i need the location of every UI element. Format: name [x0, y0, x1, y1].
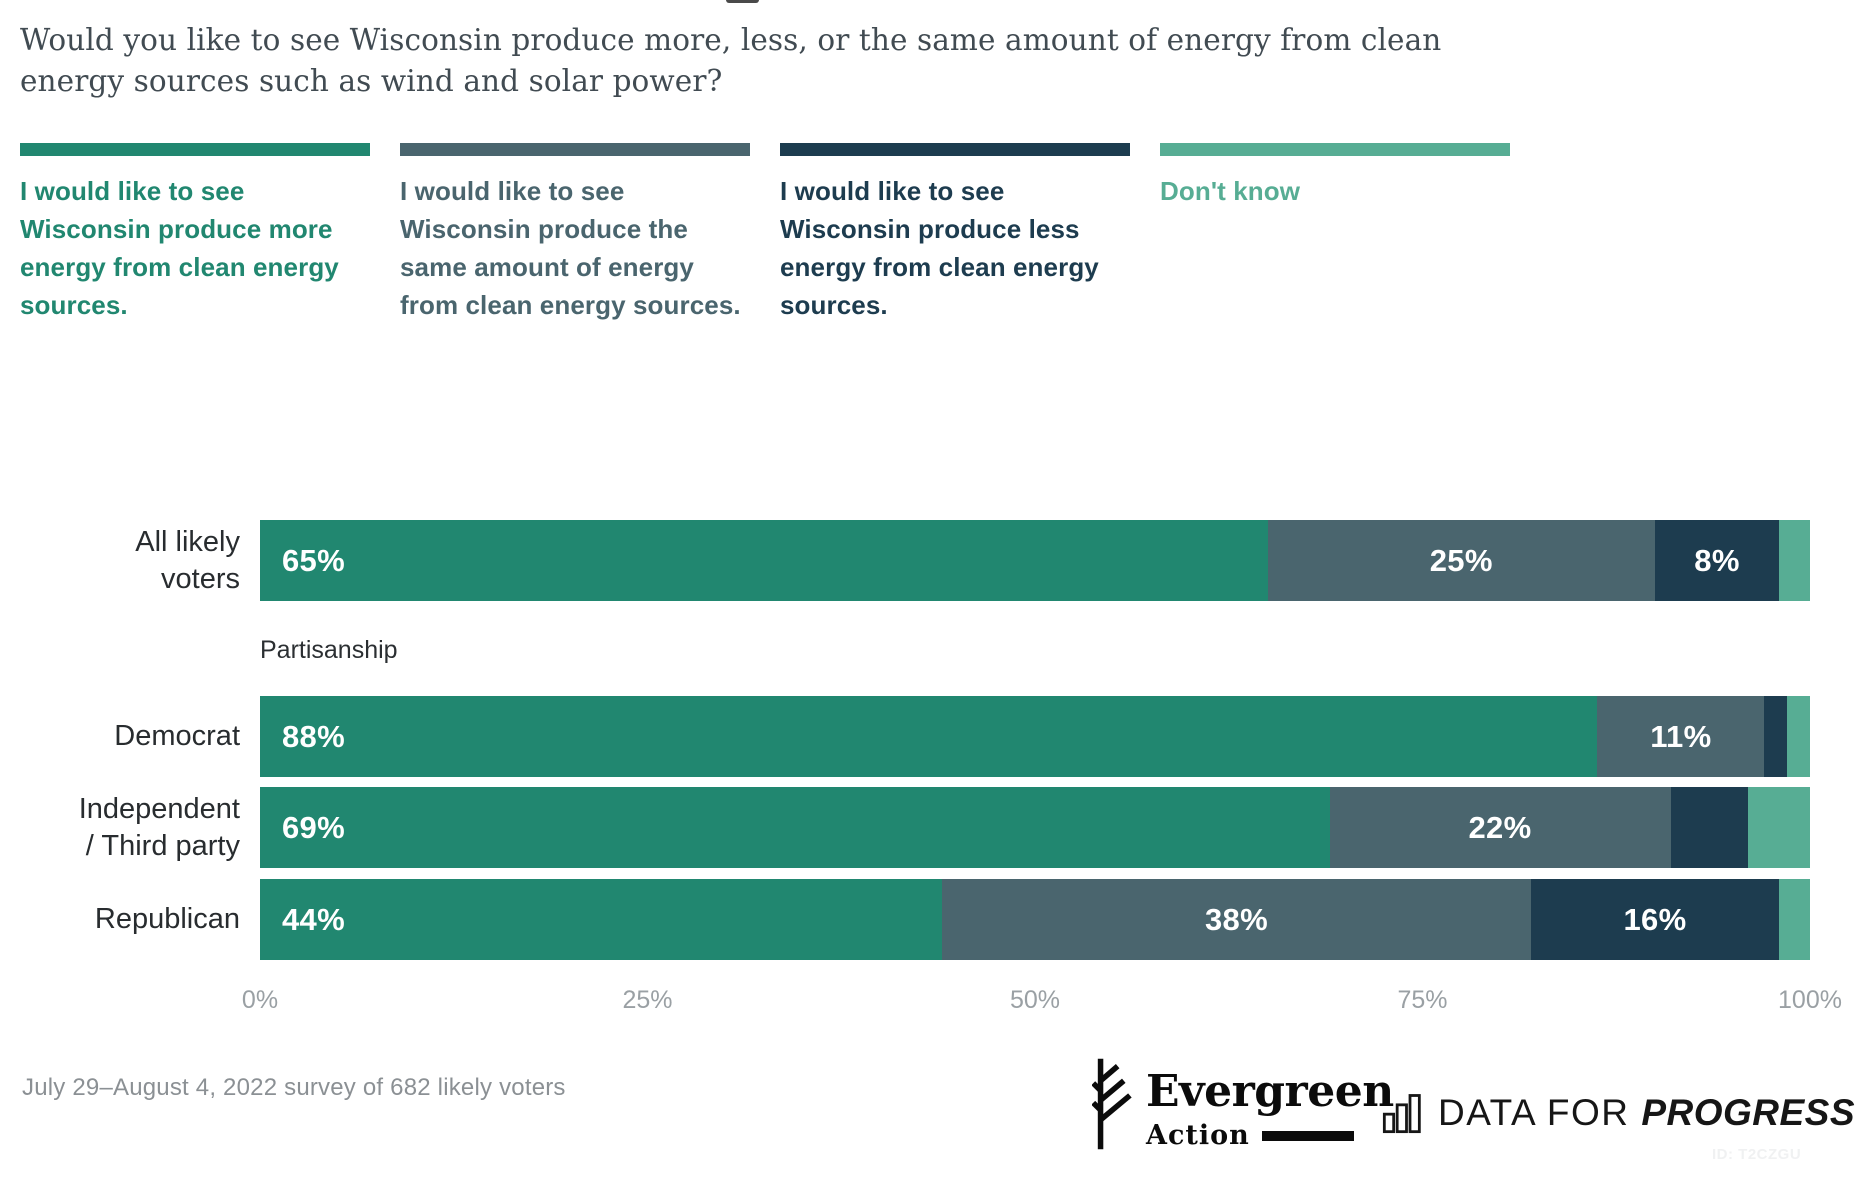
- bar-segment-more: 65%: [260, 520, 1268, 601]
- evergreen-action-logo: Evergreen Action: [1092, 1056, 1394, 1152]
- row-label-line: Democrat: [114, 720, 240, 752]
- bar-segment-dont-know: [1787, 696, 1810, 777]
- dfp-light-text: DATA FOR: [1438, 1092, 1630, 1133]
- stacked-bar-independent: 69% 22%: [260, 787, 1810, 868]
- bar-segment-same: 38%: [942, 879, 1531, 960]
- segment-value: 88%: [282, 718, 345, 754]
- axis-tick-50: 50%: [1009, 986, 1061, 1014]
- segment-value: 44%: [282, 901, 345, 937]
- bar-segment-dont-know: [1748, 787, 1810, 868]
- data-for-progress-logo: DATA FOR PROGRESS: [1382, 1092, 1855, 1134]
- segment-value: 65%: [282, 542, 345, 578]
- stacked-bar-all-likely-voters: 65% 25% 8%: [260, 520, 1810, 601]
- chart-row-democrat: Democrat 88% 11%: [0, 696, 1870, 777]
- chart-id: ID: T2CZGU: [1712, 1146, 1802, 1163]
- evergreen-tree-icon: [1092, 1058, 1132, 1150]
- legend-item-produce-less: I would like to see Wisconsin produce le…: [780, 143, 1130, 324]
- legend-swatch-produce-more: [20, 143, 370, 156]
- chart-row-republican: Republican 44% 38% 16%: [0, 879, 1870, 960]
- axis-tick-75: 75%: [1397, 986, 1448, 1014]
- legend-swatch-produce-same: [400, 143, 750, 156]
- bar-segment-less: [1670, 787, 1748, 868]
- legend-label-produce-more: I would like to see Wisconsin produce mo…: [20, 176, 339, 320]
- legend-item-produce-same: I would like to see Wisconsin produce th…: [400, 143, 750, 324]
- legend-item-dont-know: Don't know: [1160, 143, 1510, 324]
- row-label-independent: Independent / Third party: [0, 787, 240, 868]
- chart-row-independent: Independent / Third party 69% 22%: [0, 787, 1870, 868]
- row-label-line: voters: [161, 562, 240, 595]
- row-label-line: All likely: [135, 525, 240, 558]
- segment-value: 22%: [1468, 809, 1532, 845]
- legend-item-produce-more: I would like to see Wisconsin produce mo…: [20, 143, 370, 324]
- axis-tick-0: 0%: [241, 986, 279, 1014]
- legend: I would like to see Wisconsin produce mo…: [20, 143, 1510, 324]
- x-axis: 0% 25% 50% 75% 100%: [242, 986, 1842, 1016]
- bar-segment-dont-know: [1779, 520, 1810, 601]
- axis-tick-100: 100%: [1778, 986, 1842, 1014]
- chart-row-all-likely-voters: All likely voters 65% 25% 8%: [0, 520, 1870, 601]
- bar-segment-less: 16%: [1531, 879, 1779, 960]
- cropped-headline-fragment: [726, 0, 759, 3]
- bar-segment-dont-know: [1779, 879, 1810, 960]
- survey-note: July 29–August 4, 2022 survey of 682 lik…: [22, 1074, 566, 1101]
- bar-segment-less: 8%: [1655, 520, 1779, 601]
- bar-segment-more: 69%: [260, 787, 1330, 868]
- row-label-line: Republican: [94, 903, 240, 935]
- row-label-democrat: Democrat: [0, 696, 240, 777]
- bar-segment-same: 22%: [1329, 787, 1671, 868]
- bar-segment-more: 88%: [260, 696, 1598, 777]
- segment-value: 8%: [1694, 542, 1740, 578]
- bar-segment-less: [1764, 696, 1788, 777]
- survey-question: Would you like to see Wisconsin produce …: [20, 23, 1442, 98]
- legend-swatch-produce-less: [780, 143, 1130, 156]
- evergreen-wordmark: Evergreen Action: [1146, 1056, 1394, 1152]
- evergreen-sub: Action: [1146, 1120, 1250, 1151]
- segment-value: 69%: [282, 809, 345, 845]
- segment-value: 25%: [1429, 542, 1493, 578]
- stacked-bar-republican: 44% 38% 16%: [260, 879, 1810, 960]
- legend-swatch-dont-know: [1160, 143, 1510, 156]
- row-label-line: Independent: [78, 792, 240, 825]
- dfp-bold-text: PROGRESS: [1641, 1092, 1856, 1133]
- row-label-republican: Republican: [0, 879, 240, 960]
- row-label-line: / Third party: [85, 829, 240, 862]
- evergreen-dash: [1261, 1130, 1354, 1141]
- stacked-bar-democrat: 88% 11%: [260, 696, 1810, 777]
- section-label-partisanship: Partisanship: [260, 636, 398, 664]
- segment-value: 38%: [1205, 901, 1268, 937]
- bar-chart-icon: [1382, 1094, 1421, 1134]
- evergreen-name: Evergreen: [1146, 1066, 1394, 1117]
- legend-label-produce-same: I would like to see Wisconsin produce th…: [400, 176, 741, 320]
- bar-segment-same: 11%: [1597, 696, 1765, 777]
- legend-label-dont-know: Don't know: [1160, 176, 1301, 206]
- row-label-all-likely-voters: All likely voters: [0, 520, 240, 601]
- bar-segment-same: 25%: [1267, 520, 1655, 601]
- axis-tick-25: 25%: [622, 986, 673, 1014]
- bar-segment-more: 44%: [260, 879, 942, 960]
- segment-value: 16%: [1623, 901, 1687, 937]
- segment-value: 11%: [1650, 718, 1712, 754]
- legend-label-produce-less: I would like to see Wisconsin produce le…: [780, 176, 1099, 320]
